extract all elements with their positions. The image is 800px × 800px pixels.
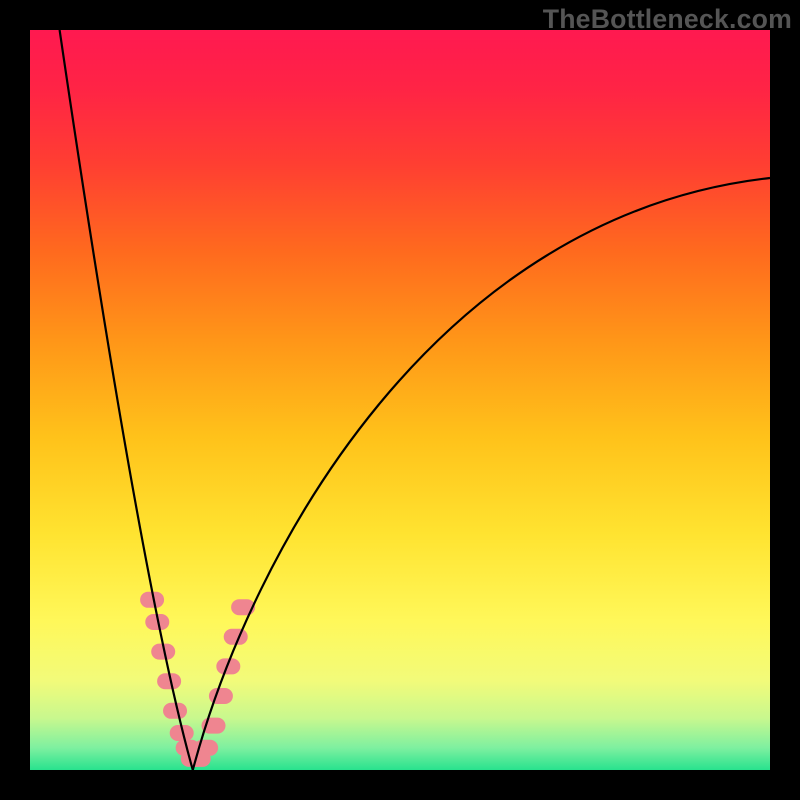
bottleneck-curve-chart xyxy=(0,0,800,800)
watermark-text: TheBottleneck.com xyxy=(543,4,792,35)
chart-stage: TheBottleneck.com xyxy=(0,0,800,800)
plot-background xyxy=(30,30,770,770)
